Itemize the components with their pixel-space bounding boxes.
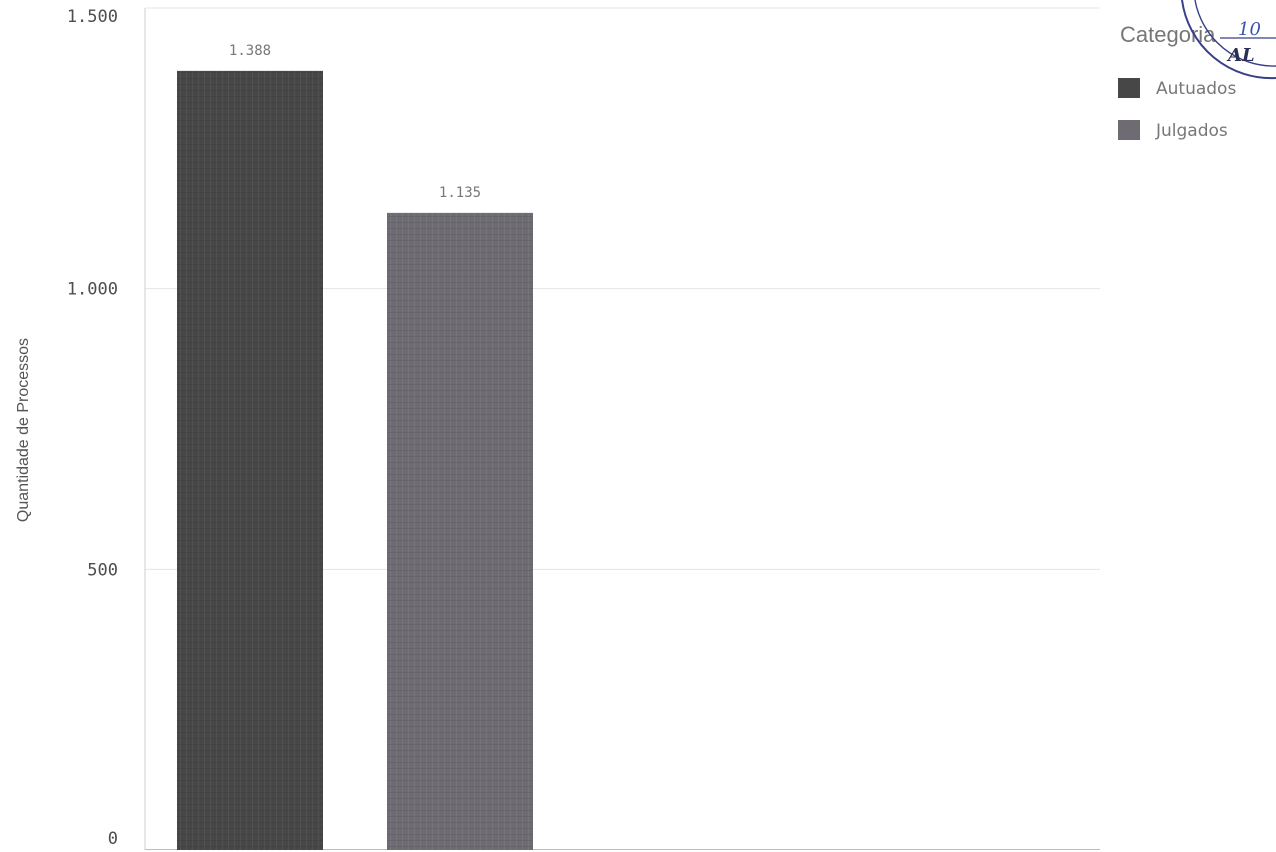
legend: Categoria Autuados Julgados	[1118, 22, 1236, 141]
data-label: 1.388	[229, 43, 271, 59]
bar-texture	[177, 70, 323, 851]
y-tick-label: 1.000	[67, 280, 118, 300]
bar-texture	[387, 212, 533, 851]
y-tick-label: 1.500	[67, 7, 118, 27]
stamp-signature: 10	[1238, 19, 1261, 40]
legend-swatch-julgados	[1118, 120, 1140, 140]
legend-label-julgados: Julgados	[1155, 121, 1228, 141]
legend-label-autuados: Autuados	[1156, 79, 1236, 99]
data-label: 1.135	[439, 185, 481, 201]
legend-swatch-autuados	[1118, 78, 1140, 98]
y-tick-label: 500	[87, 560, 118, 580]
official-stamp: 10 AL	[1181, 0, 1276, 80]
y-axis-title: Quantidade de Processos	[15, 338, 32, 522]
data-labels: 1.388 1.135	[229, 43, 481, 201]
y-tick-labels: 0 500 1.000 1.500	[67, 7, 118, 849]
y-tick-label: 0	[108, 829, 118, 849]
bars	[177, 70, 533, 851]
stamp-text: AL	[1226, 45, 1255, 66]
legend-title: Categoria	[1120, 22, 1216, 47]
